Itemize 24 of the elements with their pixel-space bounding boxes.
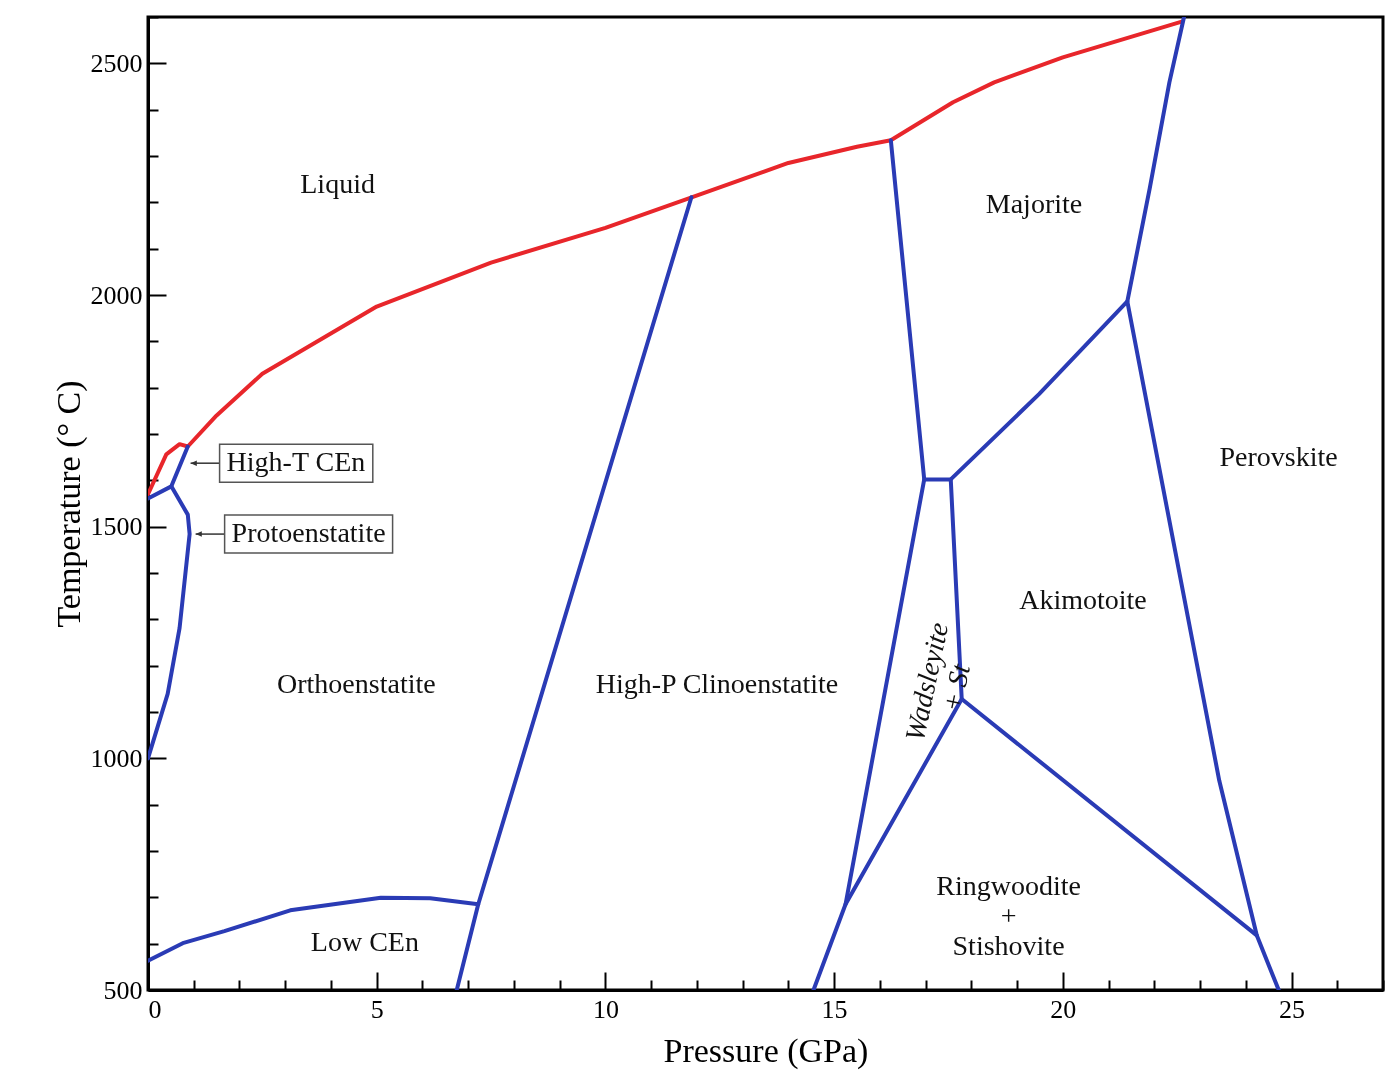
y-tick-label: 1000: [90, 743, 143, 773]
annotation: Majorite: [985, 187, 1083, 219]
annotation: Low CEn: [310, 925, 419, 957]
annotation: High-P Clinoenstatite: [595, 667, 839, 699]
annotation: Liquid: [300, 167, 375, 199]
y-tick-label: 2000: [90, 280, 143, 310]
x-axis-title: Pressure (GPa): [663, 1031, 869, 1070]
annotation: Akimotoite: [1019, 583, 1147, 615]
annotation: Protoenstatite: [231, 517, 386, 549]
x-tick-label: 15: [821, 994, 848, 1024]
annotation: Orthoenstatite: [277, 667, 436, 699]
y-tick-label: 1500: [90, 512, 143, 542]
annotation: High-T CEn: [226, 446, 366, 478]
x-tick-label: 10: [592, 994, 619, 1024]
y-tick-label: 500: [103, 975, 143, 1005]
annotation: Ringwoodite + Stishovite: [936, 869, 1081, 961]
annotation: Perovskite: [1219, 440, 1338, 472]
x-tick-label: 0: [148, 994, 162, 1024]
y-tick-label: 2500: [90, 48, 143, 78]
x-tick-label: 5: [370, 994, 384, 1024]
x-tick-label: 20: [1050, 994, 1077, 1024]
y-axis-title: Temperature (° C): [49, 380, 88, 628]
x-tick-label: 25: [1279, 994, 1306, 1024]
annotation: Wadsleyite + St: [898, 619, 977, 744]
